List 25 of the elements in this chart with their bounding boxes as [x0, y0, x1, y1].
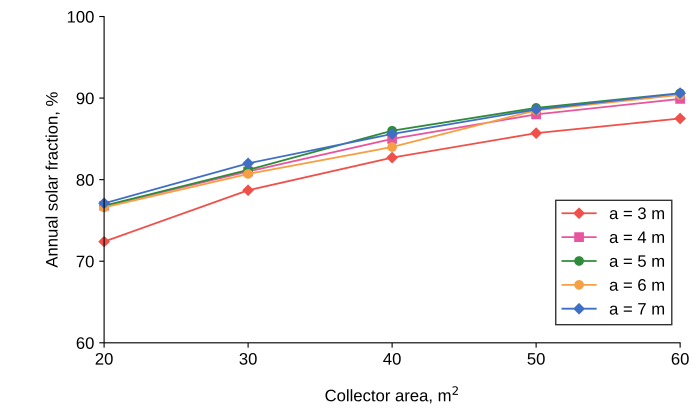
y-tick-label: 80 [76, 174, 94, 186]
x-tick-label: 20 [96, 352, 113, 365]
point [674, 112, 686, 124]
point [243, 169, 253, 179]
x-tick-label: 40 [383, 352, 401, 365]
point [242, 184, 254, 196]
x-axis-title: Collector area, m$^{2}$ [325, 386, 458, 404]
legend-label: a = 4 m [610, 231, 664, 244]
point [387, 142, 397, 152]
point [530, 128, 542, 139]
point [242, 158, 254, 169]
y-tick-label: 90 [76, 92, 94, 104]
x-tick-label: 50 [528, 352, 545, 365]
y-tick-label: 100 [68, 10, 94, 23]
y-tick-label: 70 [76, 256, 94, 268]
point [386, 152, 398, 164]
y-axis-title: Annual solar fraction, % [45, 92, 60, 268]
y-tick-label: 60 [76, 337, 94, 349]
x-tick-label: 30 [239, 352, 257, 365]
x-tick-label: 60 [672, 352, 689, 365]
legend-label: a = 7 m [610, 303, 664, 315]
legend-label: a = 6 m [610, 279, 664, 291]
legend-label: a = 5 m [610, 255, 664, 267]
legend-label: a = 3 m [610, 207, 664, 220]
point [386, 128, 398, 140]
